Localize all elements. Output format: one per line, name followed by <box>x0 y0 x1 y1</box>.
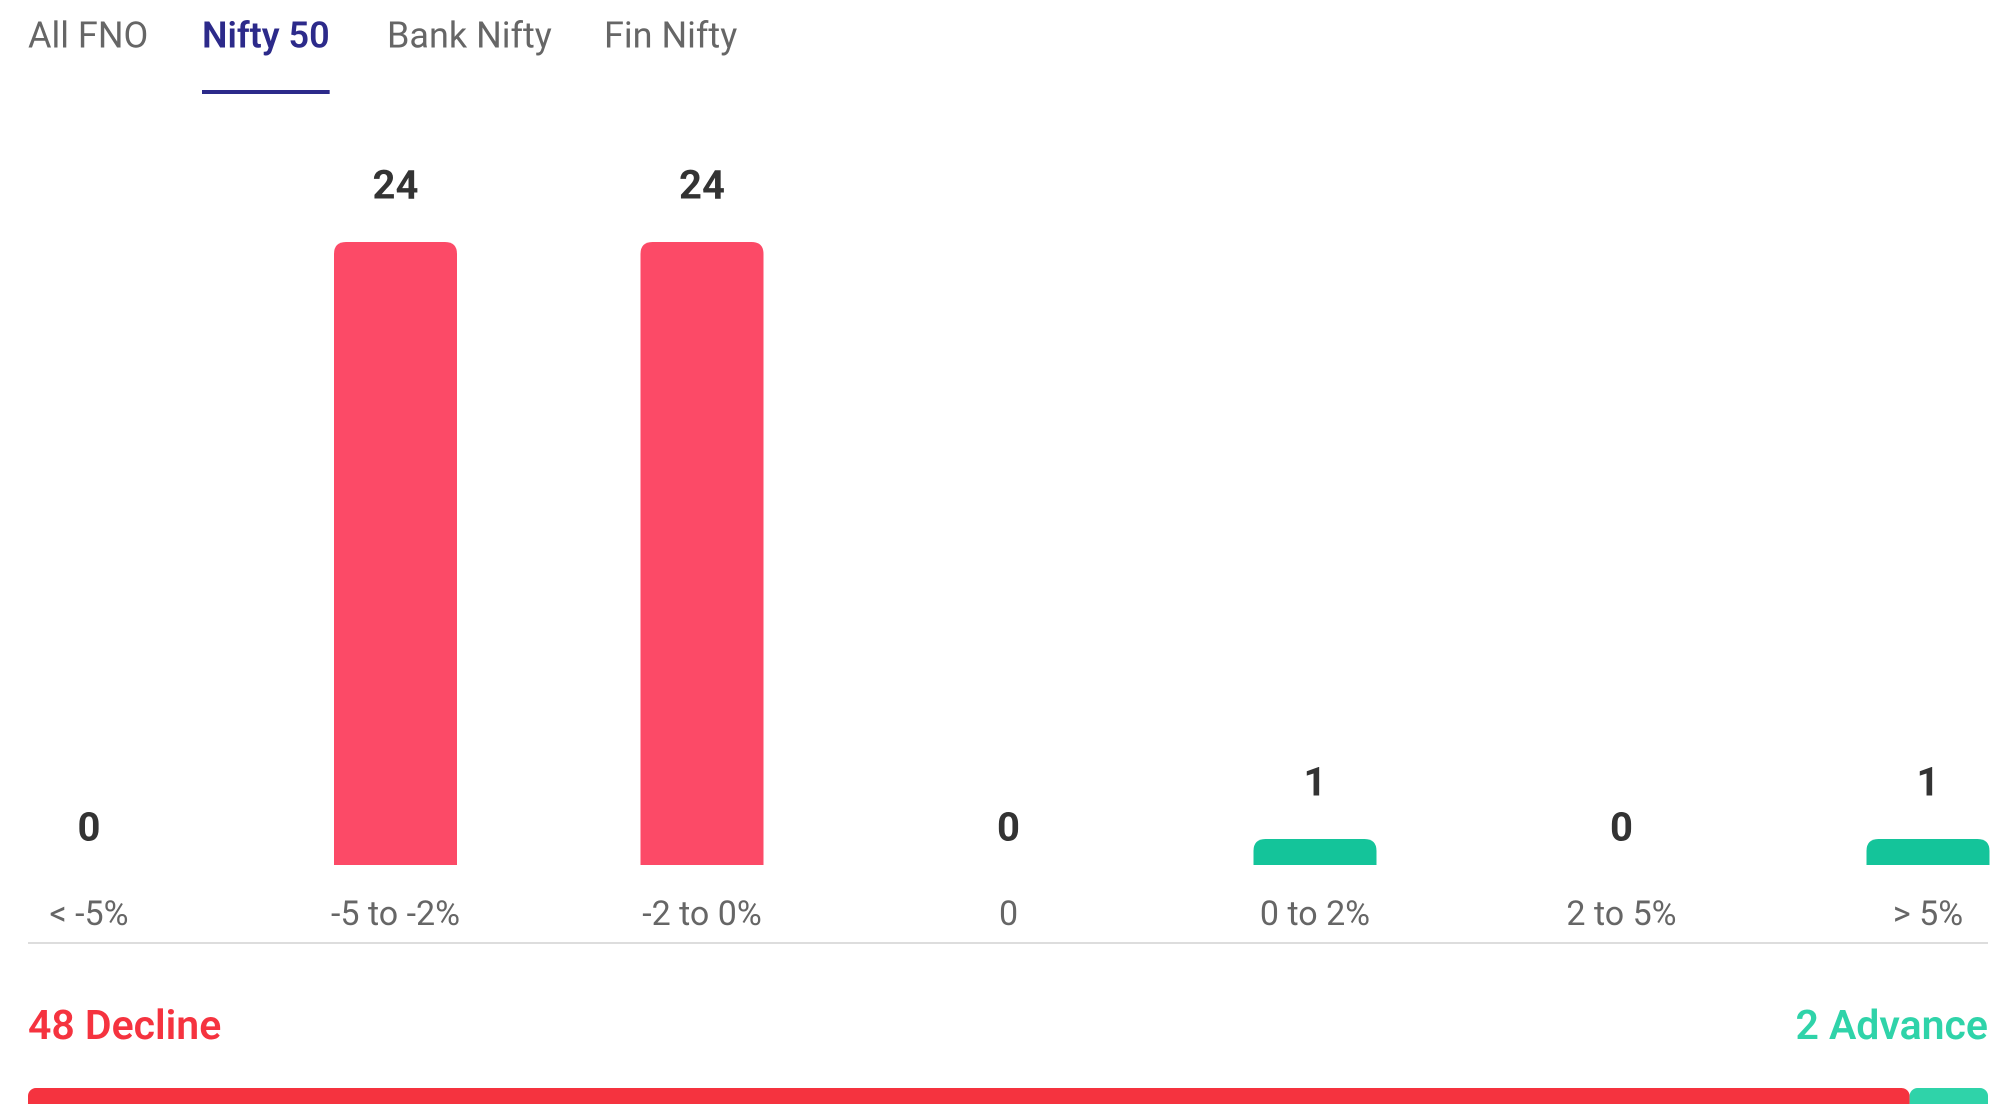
value-label: 0 <box>78 804 101 851</box>
value-label: 0 <box>1610 804 1633 851</box>
decline-count: 48 <box>28 1002 75 1050</box>
bar <box>334 242 457 865</box>
tab-underline <box>202 90 330 94</box>
decline-bar <box>28 1088 1910 1104</box>
value-label: 0 <box>997 804 1020 851</box>
category-label: < -5% <box>49 894 128 934</box>
advance-label: Advance <box>1829 1002 1988 1050</box>
value-label: 24 <box>679 162 725 209</box>
advance-summary: 2 Advance <box>1796 1002 1989 1050</box>
category-label: -2 to 0% <box>642 894 762 934</box>
value-label: 1 <box>1917 759 1940 806</box>
advance-bar <box>1909 1088 1988 1104</box>
category-label: 2 to 5% <box>1566 894 1676 934</box>
value-label: 1 <box>1304 759 1327 806</box>
decline-label: Decline <box>85 1002 221 1050</box>
category-label: -5 to -2% <box>331 894 460 934</box>
advance-count: 2 <box>1796 1002 1819 1050</box>
category-label: 0 <box>999 894 1018 934</box>
value-label: 24 <box>373 162 419 209</box>
tab[interactable]: Fin Nifty <box>604 15 737 57</box>
category-label: 0 to 2% <box>1260 894 1370 934</box>
bar <box>1866 839 1990 865</box>
category-label: > 5% <box>1893 894 1963 934</box>
bar <box>1253 839 1377 865</box>
decline-summary: 48 Decline <box>28 1002 221 1050</box>
tab[interactable]: Bank Nifty <box>387 15 552 57</box>
bar <box>640 242 764 865</box>
tab[interactable]: Nifty 50 <box>202 15 330 57</box>
tab[interactable]: All FNO <box>28 15 148 57</box>
